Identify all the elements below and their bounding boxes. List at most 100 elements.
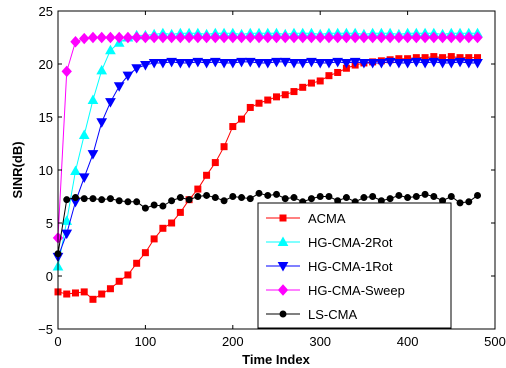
data-point [472, 58, 483, 69]
data-point [131, 64, 143, 74]
data-point [472, 31, 483, 44]
data-point [463, 31, 474, 44]
data-point [393, 31, 405, 44]
data-point [463, 58, 475, 69]
legend: ACMA HG-CMA-2Rot HG-CMA-1Rot HG-CMA-Sweep LS… [257, 202, 452, 329]
data-point [210, 31, 221, 44]
data-point [148, 31, 160, 44]
data-point [315, 31, 326, 44]
x-tick-label: 500 [484, 334, 506, 349]
data-point [384, 31, 396, 44]
data-point [227, 58, 239, 69]
data-point [124, 198, 132, 206]
data-point [297, 31, 308, 44]
data-point [279, 57, 291, 68]
data-point [201, 58, 212, 69]
legend-label: HG-CMA-2Rot [308, 235, 393, 250]
data-point [376, 58, 387, 69]
data-point [115, 197, 123, 205]
data-point [255, 189, 263, 197]
data-point [105, 31, 116, 44]
data-point [384, 57, 396, 68]
data-point [358, 58, 370, 69]
data-point [386, 195, 394, 203]
data-point [454, 31, 466, 44]
data-point [218, 58, 230, 69]
legend-marker [277, 236, 289, 246]
data-point [306, 31, 317, 44]
data-point [150, 201, 158, 209]
data-point [203, 191, 211, 199]
data-point [175, 58, 186, 69]
data-point [332, 57, 344, 68]
data-point [229, 193, 237, 200]
data-point [157, 31, 169, 44]
data-point [78, 173, 90, 183]
data-point [253, 58, 265, 69]
data-point [141, 204, 149, 212]
data-point [211, 159, 219, 167]
data-point [290, 194, 298, 202]
data-point [229, 123, 237, 131]
data-point [253, 31, 265, 44]
data-point [245, 31, 256, 44]
data-point [367, 58, 378, 69]
data-point [71, 194, 79, 202]
data-point [96, 31, 107, 44]
data-point [246, 195, 254, 203]
data-point [437, 58, 448, 69]
data-point [393, 58, 405, 69]
data-point [87, 94, 99, 105]
data-point [306, 57, 317, 68]
data-point [150, 235, 158, 243]
data-point [122, 31, 134, 44]
data-point [183, 58, 195, 69]
data-point [61, 229, 73, 240]
data-point [446, 31, 457, 44]
data-point [140, 61, 151, 71]
legend-entry: HG-CMA-2Rot [266, 235, 393, 250]
data-point [168, 219, 176, 227]
data-point [105, 98, 116, 108]
data-point [428, 57, 440, 68]
data-point [159, 202, 167, 210]
data-point [236, 31, 247, 44]
data-point [113, 82, 125, 92]
data-point [395, 191, 403, 199]
data-point [140, 31, 151, 44]
data-point [358, 31, 370, 44]
data-point [316, 193, 324, 200]
data-point [133, 198, 141, 206]
x-tick-label: 200 [222, 334, 244, 349]
x-tick-label: 0 [54, 334, 61, 349]
data-point [445, 58, 457, 69]
y-tick-label: 25 [39, 4, 53, 19]
data-point [281, 91, 289, 99]
data-point [168, 197, 176, 205]
data-point [227, 31, 238, 44]
data-point [87, 150, 99, 160]
data-point [454, 57, 466, 68]
data-point [246, 103, 254, 111]
data-point [325, 193, 333, 200]
data-point [262, 58, 274, 69]
data-point [183, 31, 195, 44]
data-point [131, 31, 142, 44]
data-point [264, 191, 272, 199]
data-point [63, 290, 71, 298]
data-point [288, 31, 300, 44]
data-point [98, 196, 106, 204]
data-point [428, 31, 439, 44]
data-point [89, 195, 97, 203]
legend-label: LS-CMA [308, 307, 357, 322]
data-point [314, 58, 326, 69]
data-point [63, 196, 71, 204]
data-point [61, 215, 73, 225]
data-point [105, 44, 116, 55]
data-point [124, 271, 132, 279]
data-point [166, 57, 177, 68]
y-tick-label: 10 [39, 163, 53, 178]
x-tick-label: 400 [397, 334, 419, 349]
data-point [412, 193, 420, 200]
